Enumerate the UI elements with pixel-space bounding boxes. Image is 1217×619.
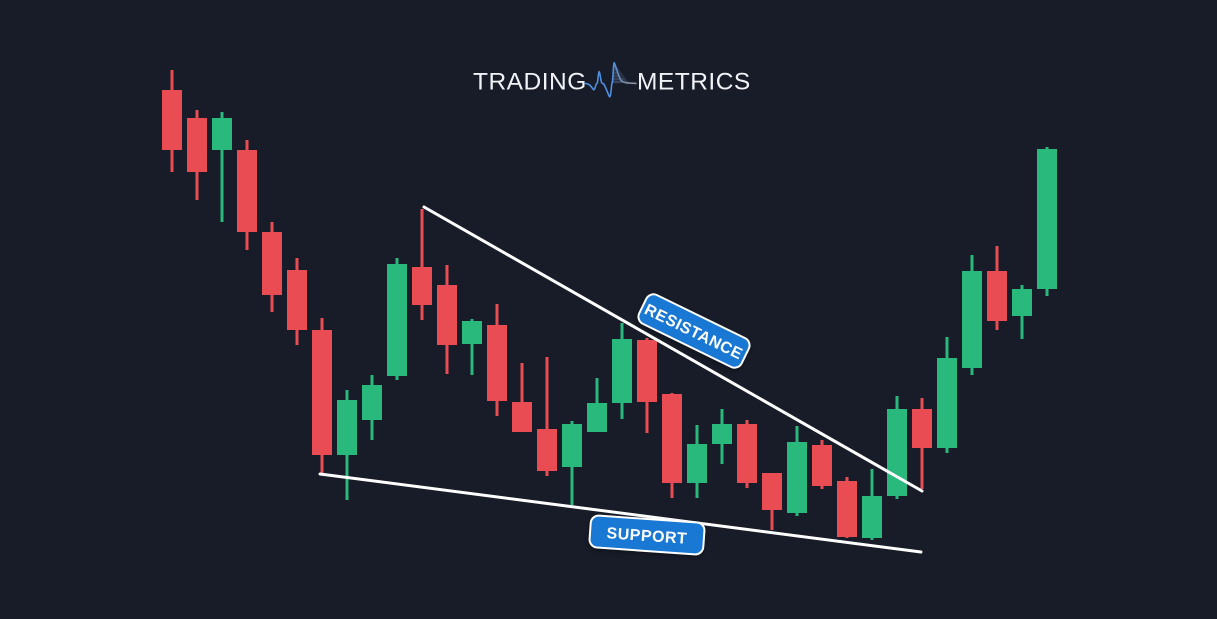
- svg-text:METRICS: METRICS: [637, 69, 751, 96]
- svg-text:TRADING: TRADING: [473, 69, 587, 96]
